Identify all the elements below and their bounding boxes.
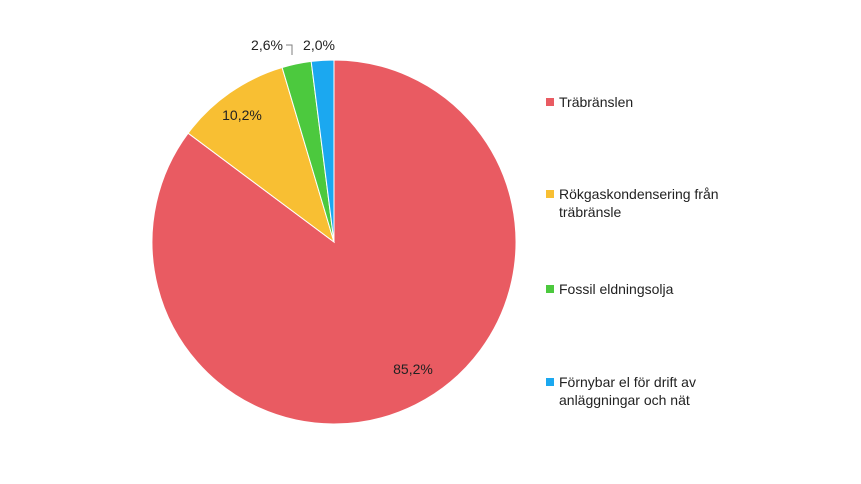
legend-item-fornybar-el: Förnybar el för drift av anläggningar oc… (546, 373, 846, 409)
data-label-fossil-eldningsolja: 2,6% (251, 37, 283, 53)
pie-slice-fornybar-el (310, 59, 335, 243)
legend-label: Förnybar el för drift av anläggningar oc… (559, 374, 696, 408)
legend-item-fossil-eldningsolja: Fossil eldningsolja (546, 280, 846, 298)
leader-line-fossil-eldningsolja (286, 44, 293, 55)
legend-swatch (546, 98, 554, 106)
legend-swatch (546, 378, 554, 386)
legend-label: Rökgaskondensering från träbränsle (559, 186, 719, 220)
pie-data-labels: 85,2% 10,2% 2,6% 2,0% (222, 37, 433, 377)
legend-label: Fossil eldningsolja (559, 281, 674, 297)
data-label-rokgaskondensering: 10,2% (222, 107, 262, 123)
legend-label: Träbränslen (559, 94, 634, 110)
legend-swatch (546, 190, 554, 198)
legend-item-rokgaskondensering: Rökgaskondensering från träbränsle (546, 185, 846, 221)
legend-item-trabranslen: Träbränslen (546, 93, 846, 111)
pie-slice-rokgaskondensering (187, 66, 335, 244)
legend-swatch (546, 285, 554, 293)
pie-slices (151, 59, 517, 425)
data-label-fornybar-el: 2,0% (303, 37, 335, 53)
data-label-trabranslen: 85,2% (393, 361, 433, 377)
